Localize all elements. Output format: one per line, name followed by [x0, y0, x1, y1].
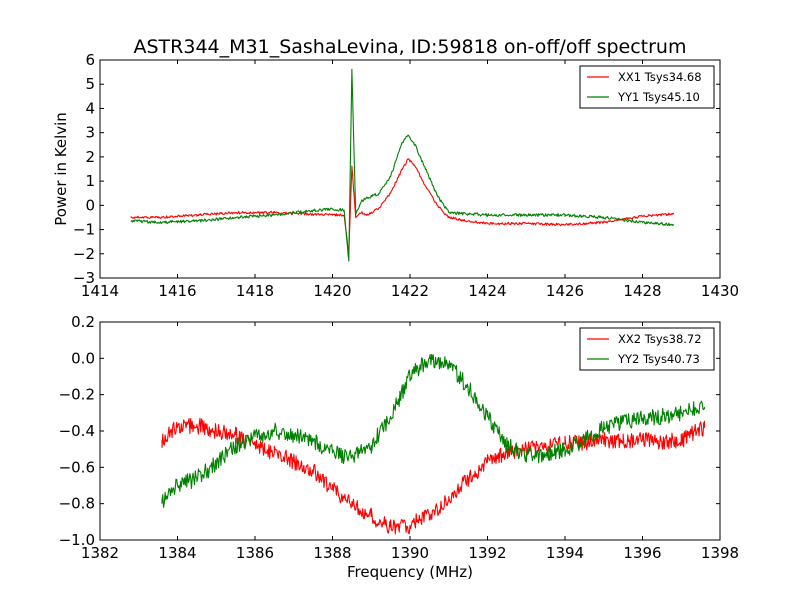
x-tick-label: 1384	[158, 544, 196, 562]
plot-frame	[99, 321, 721, 541]
x-tick-label: 1386	[236, 544, 274, 562]
x-tick-group: 1382 1384 1386 1388 1390 1392 1394 1396 1398	[81, 322, 739, 562]
y-tick-group: −1.0 −0.8 −0.6 −0.4 −0.2 0.0 0.2	[59, 313, 720, 549]
legend: XX2 Tsys38.72 YY2 Tsys40.73	[579, 327, 715, 371]
bottom-panel: Frequency (MHz) 1382 1384 1386 1388 1390 1392…	[59, 313, 740, 581]
y-tick-label: −0.2	[59, 386, 95, 404]
y-tick-label: 6	[85, 51, 95, 69]
series-line-top-xx	[130, 158, 675, 255]
x-tick-label: 1424	[468, 282, 506, 300]
y-tick-label: 3	[85, 124, 95, 142]
x-tick-label: 1422	[391, 282, 429, 300]
x-tick-label: 1414	[81, 282, 119, 300]
y-tick-label: 1	[85, 172, 95, 190]
plot-frame	[99, 59, 721, 279]
x-tick-label: 1420	[313, 282, 351, 300]
chart-title: ASTR344_M31_SashaLevina, ID:59818 on-off…	[134, 36, 687, 58]
series-line-bottom-xx	[161, 417, 706, 535]
legend-label-yy2: YY2 Tsys40.73	[617, 352, 700, 366]
x-tick-label: 1388	[313, 544, 351, 562]
y-axis-label: Power in Kelvin	[52, 112, 70, 226]
x-tick-label: 1396	[623, 544, 661, 562]
y-tick-label: −1	[73, 221, 95, 239]
y-tick-label: −0.8	[59, 495, 95, 513]
x-tick-label: 1394	[546, 544, 584, 562]
x-tick-label: 1430	[701, 282, 739, 300]
y-tick-label: −3	[73, 269, 95, 287]
y-tick-label: −1.0	[59, 531, 95, 549]
x-tick-label: 1398	[701, 544, 739, 562]
x-tick-label: 1390	[391, 544, 429, 562]
y-tick-label: −0.6	[59, 458, 95, 476]
legend-box	[579, 327, 715, 371]
y-tick-label: 0	[85, 196, 95, 214]
legend: XX1 Tsys34.68 YY1 Tsys45.10	[579, 65, 715, 109]
legend-label-yy1: YY1 Tsys45.10	[617, 90, 700, 104]
legend-box	[579, 65, 715, 109]
legend-label-xx2: XX2 Tsys38.72	[618, 332, 702, 346]
y-tick-group: −3 −2 −1 0 1 2 3 4 5 6	[73, 51, 720, 287]
y-tick-label: −2	[73, 245, 95, 263]
top-panel: ASTR344_M31_SashaLevina, ID:59818 on-off…	[52, 36, 739, 300]
series-line-top-yy	[130, 68, 675, 262]
y-tick-label: 0.2	[71, 313, 95, 331]
series-group	[130, 68, 675, 262]
x-tick-label: 1382	[81, 544, 119, 562]
series-group	[161, 353, 706, 535]
y-tick-label: 5	[85, 75, 95, 93]
series-line-bottom-yy	[161, 353, 706, 508]
y-tick-label: −0.4	[59, 422, 95, 440]
x-tick-label: 1426	[546, 282, 584, 300]
legend-label-xx1: XX1 Tsys34.68	[618, 70, 702, 84]
x-tick-group: 1414 1416 1418 1420 1422 1424 1426 1428 1430	[81, 60, 739, 300]
x-tick-label: 1392	[468, 544, 506, 562]
y-tick-label: 2	[85, 148, 95, 166]
x-tick-label: 1428	[623, 282, 661, 300]
x-axis-label: Frequency (MHz)	[347, 563, 473, 581]
x-tick-label: 1416	[158, 282, 196, 300]
y-tick-label: 0.0	[71, 349, 95, 367]
y-tick-label: 4	[85, 99, 95, 117]
x-tick-label: 1418	[236, 282, 274, 300]
